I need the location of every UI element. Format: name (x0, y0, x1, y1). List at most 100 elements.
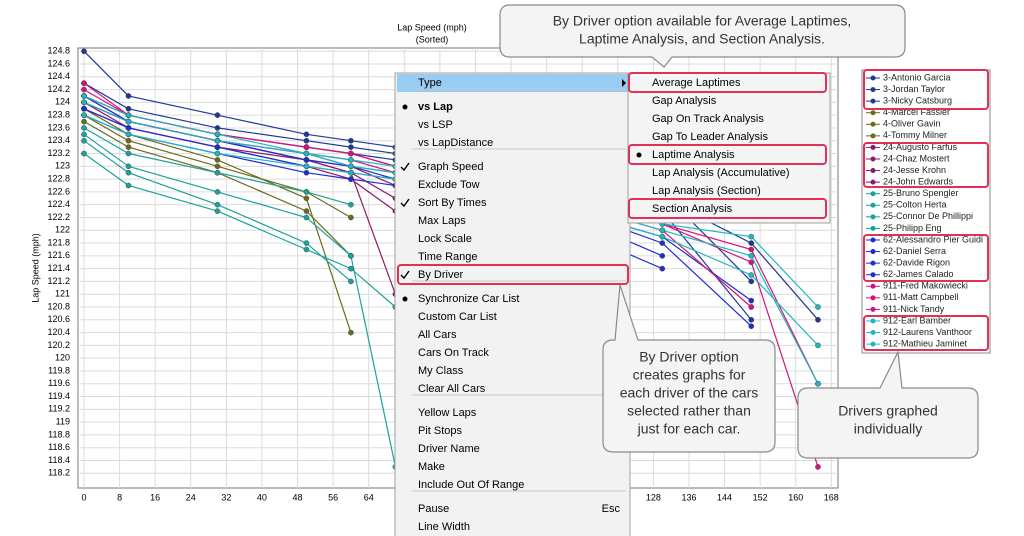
y-tick-label: 119.6 (48, 378, 70, 388)
menu-shortcut: Esc (602, 503, 621, 515)
menu-item[interactable]: Pause (418, 503, 449, 515)
submenu-item[interactable]: Gap On Track Analysis (652, 113, 764, 125)
menu-item[interactable]: Include Out Of Range (418, 479, 524, 491)
series-marker (81, 80, 87, 86)
series-marker (303, 189, 310, 195)
menu-item[interactable]: Cars On Track (418, 347, 489, 359)
menu-item[interactable]: Lock Scale (418, 233, 472, 245)
menu-item[interactable]: Driver Name (418, 443, 480, 455)
y-tick-label: 121.2 (47, 276, 70, 286)
series-marker (303, 157, 310, 163)
callout-bubble (499, 4, 906, 68)
legend-label: 24-Augusto Farfus (883, 142, 958, 152)
highlight-box (628, 72, 827, 93)
menu-item[interactable]: Line Width (418, 521, 470, 533)
submenu-item[interactable]: Gap To Leader Analysis (652, 131, 768, 143)
x-tick-label: 128 (646, 492, 661, 502)
series-marker (125, 118, 132, 125)
menu-item[interactable]: Synchronize Car List (418, 293, 520, 305)
y-tick-label: 120.2 (47, 340, 70, 350)
legend-label: 3-Jordan Taylor (883, 84, 945, 94)
legend-swatch (870, 110, 876, 116)
submenu-item[interactable]: Section Analysis (652, 203, 733, 215)
series-marker (125, 163, 132, 170)
y-tick-label: 119.2 (48, 404, 70, 414)
series-marker (659, 265, 666, 272)
menu-item[interactable]: By Driver (418, 269, 464, 281)
menu-item[interactable]: vs LapDistance (418, 137, 493, 149)
series-marker (214, 163, 221, 170)
callout-text: By Driver option available for Average L… (553, 13, 852, 29)
x-tick-label: 168 (824, 492, 839, 502)
legend-label: 3-Nicky Catsburg (883, 96, 952, 106)
submenu-item[interactable]: Lap Analysis (Section) (652, 185, 761, 197)
series-marker (748, 259, 755, 266)
series-marker (214, 157, 221, 163)
x-tick-label: 0 (81, 492, 86, 502)
menu-item[interactable]: Time Range (418, 251, 478, 263)
series-marker (303, 214, 310, 221)
submenu-item[interactable]: Laptime Analysis (652, 149, 735, 161)
x-tick-label: 160 (788, 492, 803, 502)
menu-item[interactable]: Clear All Cars (418, 383, 486, 395)
menu-item[interactable]: All Cars (418, 329, 457, 341)
legend-swatch (870, 249, 876, 255)
context-menu: Type vs Lap vs LSP vs LapDistance Graph Spee… (394, 72, 631, 536)
legend-box (861, 69, 991, 354)
legend-label: 4-Marcel Fassler (883, 107, 950, 117)
y-tick-label: 123 (55, 161, 70, 171)
series-marker (214, 112, 221, 118)
legend-swatch (870, 75, 876, 81)
series-marker (815, 342, 821, 349)
y-tick-label: 120.8 (47, 301, 70, 311)
series-marker (348, 201, 354, 208)
menu-item[interactable]: Exclude Tow (418, 179, 480, 191)
callout-text: individually (854, 421, 922, 437)
series-marker (748, 246, 755, 253)
menu-item[interactable]: Pit Stops (418, 425, 463, 437)
highlight-box (628, 198, 827, 219)
x-tick-label: 152 (753, 492, 768, 502)
y-tick-label: 123.4 (47, 135, 70, 145)
callout-bubble (797, 349, 979, 459)
menu-item[interactable]: vs LSP (418, 119, 453, 131)
bullet-icon (402, 104, 408, 110)
menu-item[interactable]: vs Lap (418, 101, 453, 113)
menu-item[interactable]: Type (418, 77, 442, 89)
legend-label: 911-Nick Tandy (883, 304, 945, 314)
menu-item[interactable]: My Class (418, 365, 464, 377)
y-tick-label: 119.4 (48, 391, 70, 401)
series-marker (125, 112, 132, 118)
series-marker (348, 253, 354, 259)
bullet-icon (636, 152, 642, 158)
series-marker (815, 380, 821, 387)
series-marker (748, 297, 755, 304)
series-marker (81, 137, 87, 144)
series-marker (303, 240, 310, 246)
series-marker (81, 105, 87, 112)
y-tick-label: 122.6 (47, 186, 70, 196)
series-marker (81, 150, 87, 157)
highlight-box (863, 69, 989, 110)
submenu-item[interactable]: Gap Analysis (652, 95, 717, 107)
series-marker (214, 189, 221, 195)
menu-item[interactable]: Max Laps (418, 215, 466, 227)
highlight-box (628, 144, 827, 165)
menu-item[interactable]: Make (418, 461, 445, 473)
y-tick-label: 124.6 (47, 58, 70, 68)
menu-item[interactable]: Custom Car List (418, 311, 497, 323)
menu-item[interactable]: Yellow Laps (418, 407, 477, 419)
legend-swatch (870, 341, 876, 347)
series-marker (125, 93, 132, 99)
menu-item[interactable]: Graph Speed (418, 161, 483, 173)
callout-text: creates graphs for (633, 367, 746, 383)
legend-label: 912-Mathieu Jaminet (883, 338, 968, 348)
callout-text: selected rather than (627, 403, 751, 419)
menu-item[interactable]: Sort By Times (418, 197, 487, 209)
y-tick-label: 118.8 (48, 429, 70, 439)
legend-swatch (870, 330, 876, 336)
submenu-item[interactable]: Lap Analysis (Accumulative) (652, 167, 790, 179)
legend-swatch (870, 191, 876, 197)
submenu-item[interactable]: Average Laptimes (652, 77, 741, 89)
series-marker (303, 208, 310, 214)
